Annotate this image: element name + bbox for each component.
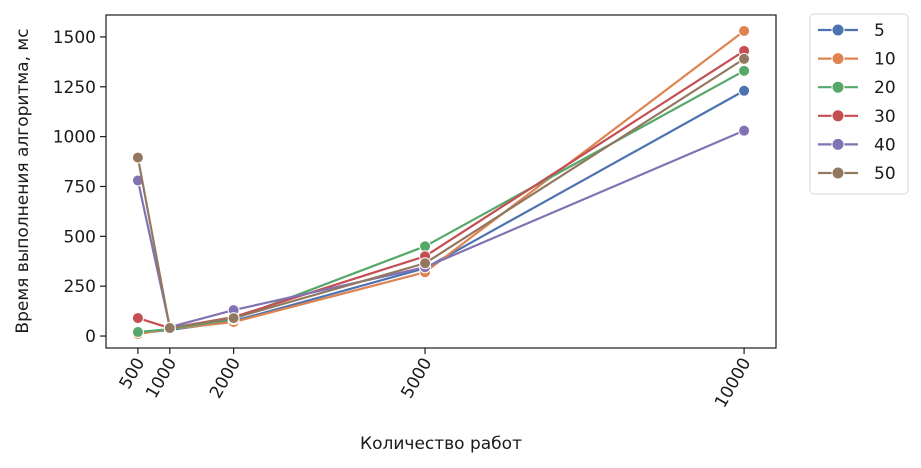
legend-marker	[831, 166, 845, 180]
series-line	[137, 30, 745, 336]
y-tick-label: 1000	[53, 128, 96, 148]
data-point	[738, 24, 751, 37]
y-tick-label: 250	[64, 277, 96, 297]
data-point	[163, 322, 176, 335]
x-tick-label: 1000	[142, 355, 181, 402]
legend-marker	[831, 137, 845, 151]
y-tick-label: 500	[64, 227, 96, 247]
data-point	[738, 84, 751, 97]
data-point	[227, 312, 240, 325]
data-point	[419, 257, 432, 270]
legend-item-50: 50	[818, 164, 896, 184]
series-line	[137, 89, 745, 335]
x-axis-label: Количество работ	[360, 434, 522, 454]
plot-frame	[105, 14, 777, 349]
legend-marker	[831, 52, 845, 66]
legend-label: 20	[874, 78, 896, 98]
data-point	[738, 124, 751, 137]
series-line	[136, 129, 745, 329]
series-10	[131, 24, 751, 341]
series-line	[137, 49, 745, 330]
x-tick-label: 5000	[397, 355, 436, 402]
data-point	[131, 326, 144, 339]
x-tick-label: 10000	[711, 355, 755, 412]
legend-item-40: 40	[818, 135, 896, 155]
y-tick-label: 0	[85, 327, 96, 347]
y-tick-label: 1500	[53, 28, 96, 48]
legend-label: 10	[874, 50, 896, 70]
legend-item-10: 10	[818, 50, 896, 70]
legend-label: 5	[874, 21, 885, 41]
y-tick-label: 1250	[53, 78, 96, 98]
data-point	[131, 312, 144, 325]
legend-label: 30	[874, 107, 896, 127]
legend: 5 10 20 30 40 50	[809, 13, 909, 195]
series-5	[131, 84, 751, 340]
data-point	[419, 240, 432, 253]
x-tick-label: 2000	[206, 355, 245, 402]
data-point	[738, 64, 751, 77]
y-axis-label: Время выполнения алгоритма, мс	[13, 28, 33, 333]
y-tick-label: 750	[64, 177, 96, 197]
data-point	[131, 151, 144, 164]
legend-label: 50	[874, 164, 896, 184]
legend-item-5: 5	[818, 21, 885, 41]
y-axis: 0 250 500 750 1000 1250 1500	[53, 28, 106, 347]
plot-area	[105, 14, 777, 349]
series-lines	[131, 24, 751, 341]
legend-label: 40	[874, 135, 896, 155]
series-50	[131, 52, 751, 335]
legend-item-30: 30	[818, 107, 896, 127]
legend-marker	[831, 80, 845, 94]
data-point	[738, 52, 751, 65]
legend-marker	[831, 23, 845, 37]
legend-item-20: 20	[818, 78, 896, 98]
series-30	[131, 44, 751, 335]
legend-marker	[831, 109, 845, 123]
series-40	[131, 124, 751, 334]
